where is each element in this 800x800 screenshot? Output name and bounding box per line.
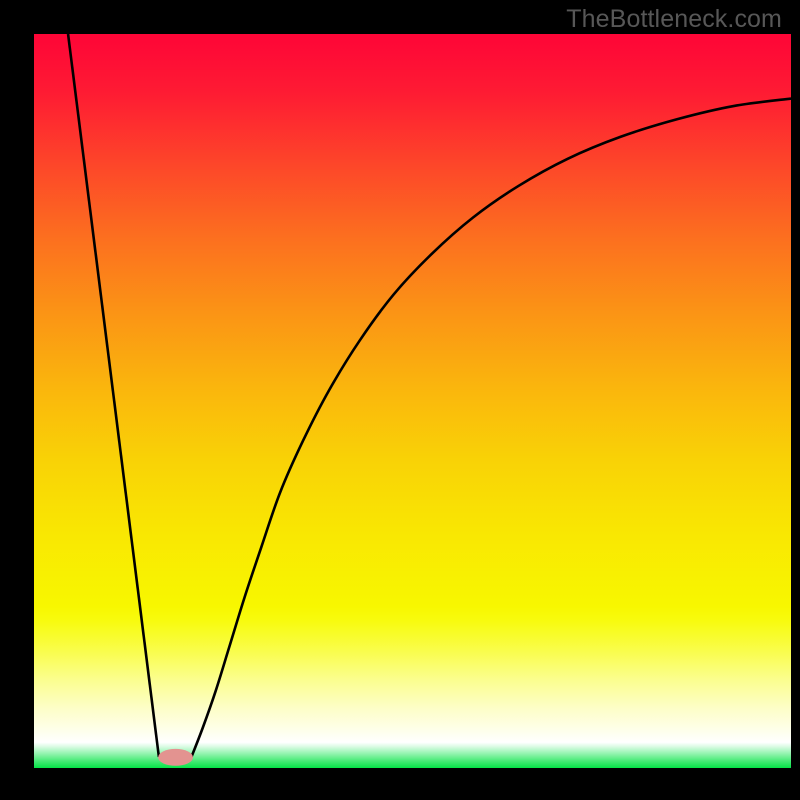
plot-area [34,34,791,768]
watermark-text: TheBottleneck.com [566,5,782,34]
minimum-marker [158,749,193,766]
curve-layer [34,34,791,768]
chart-container: TheBottleneck.com [0,0,800,800]
curve-left-branch [68,34,159,757]
curve-right-branch [191,99,791,757]
